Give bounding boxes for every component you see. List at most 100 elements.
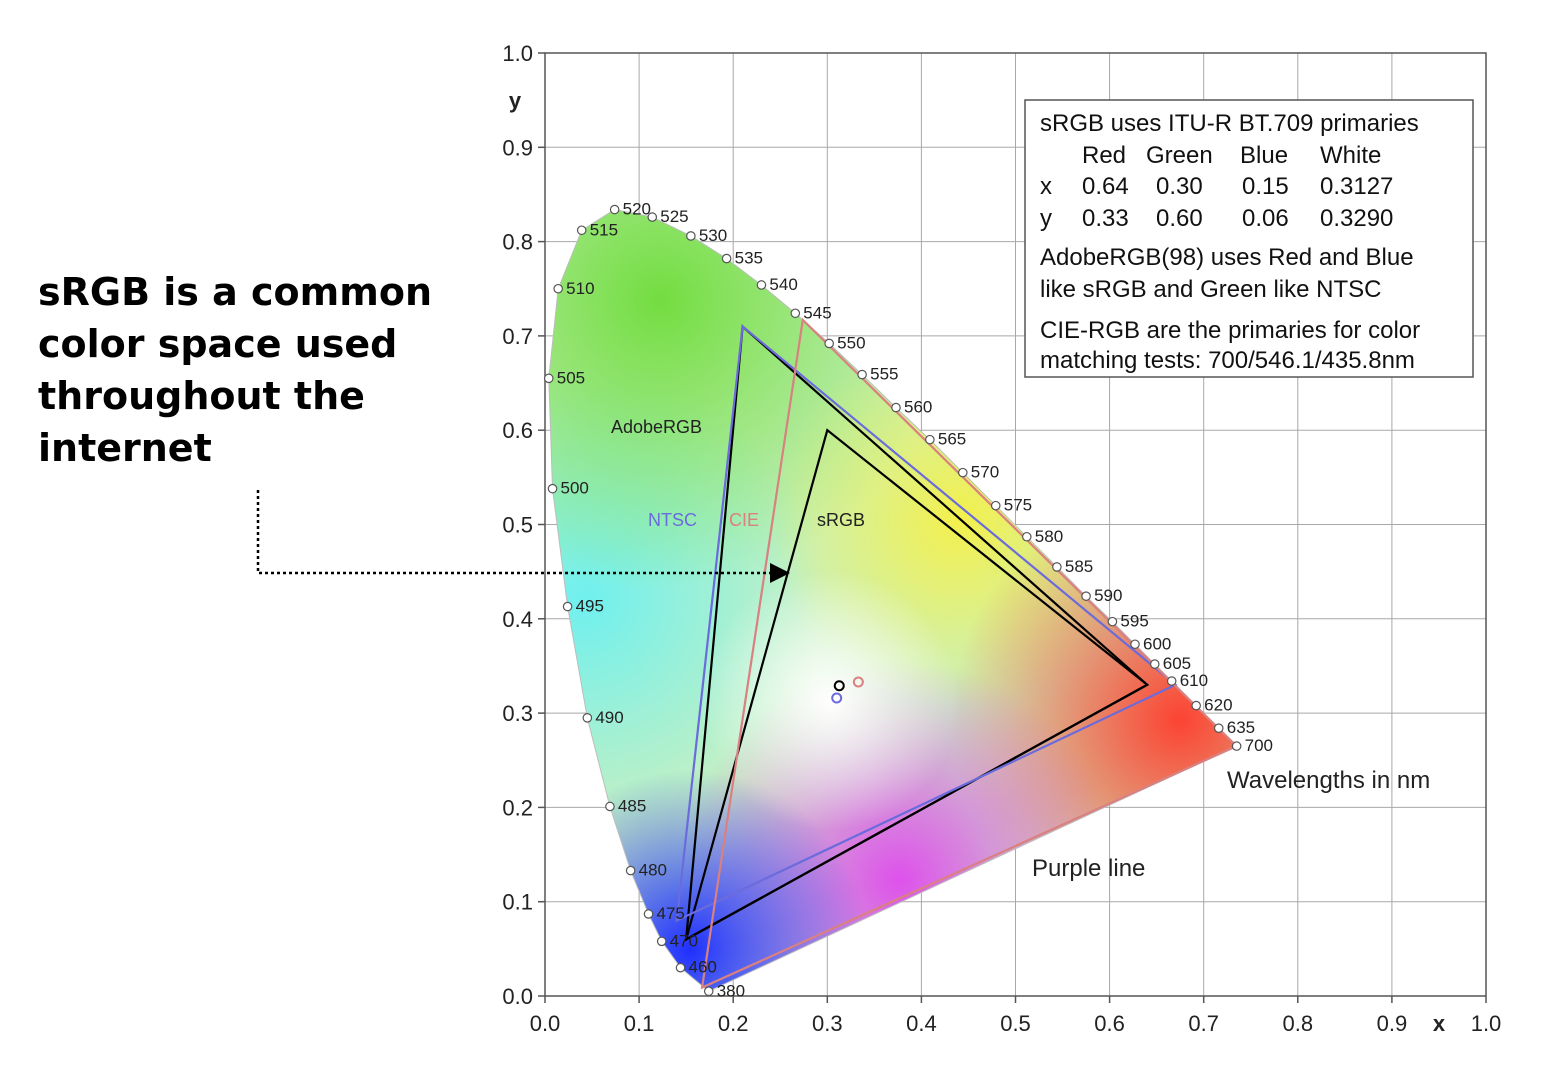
info-row-y-red: 0.33 xyxy=(1082,205,1129,232)
wavelength-marker xyxy=(721,253,732,264)
info-header-white: White xyxy=(1320,142,1381,169)
wavelength-label: 485 xyxy=(618,796,646,815)
annotation-line-1: sRGB is a common xyxy=(38,270,432,314)
wavelength-marker xyxy=(605,801,615,812)
info-header-blue: Blue xyxy=(1240,142,1288,169)
annotation-line-2: color space used xyxy=(38,322,398,366)
wavelength-marker xyxy=(756,280,767,290)
info-row-x-green: 0.30 xyxy=(1156,173,1203,200)
wavelength-label: 500 xyxy=(561,479,589,498)
info-cie-line-2: matching tests: 700/546.1/435.8nm xyxy=(1040,347,1415,374)
wavelength-marker xyxy=(703,986,714,997)
wavelength-marker xyxy=(824,338,834,349)
wavelength-label: 595 xyxy=(1120,612,1148,631)
wavelength-marker xyxy=(675,962,686,973)
info-header-green: Green xyxy=(1146,142,1213,169)
info-row-x-label: x xyxy=(1040,173,1052,200)
x-tick-label: 0.8 xyxy=(1283,1011,1314,1036)
y-tick-label: 0.6 xyxy=(502,418,533,443)
annotation-arrow xyxy=(256,490,790,583)
wavelength-label: 460 xyxy=(689,958,717,977)
srgb-annotation: sRGB is a common color space used throug… xyxy=(38,266,438,474)
wavelength-marker xyxy=(576,225,587,236)
y-tick-label: 0.0 xyxy=(502,984,533,1009)
wavelength-marker xyxy=(1021,531,1032,542)
wavelength-label: 585 xyxy=(1065,557,1093,576)
wavelength-marker xyxy=(857,369,867,380)
y-axis-label: y xyxy=(509,88,522,113)
wavelength-label: 610 xyxy=(1180,671,1208,690)
x-tick-label: 0.5 xyxy=(1000,1011,1031,1036)
wavelength-marker xyxy=(891,402,901,413)
wavelength-label: 600 xyxy=(1143,634,1171,653)
y-tick-label: 0.3 xyxy=(502,701,533,726)
x-tick-label: 0.1 xyxy=(624,1011,655,1036)
wavelength-label: 575 xyxy=(1004,496,1032,515)
wavelength-marker xyxy=(562,601,573,612)
gamut-cie xyxy=(700,317,1239,990)
axes: 0.00.00.10.10.20.20.30.30.40.40.50.50.60… xyxy=(502,41,1501,1036)
gamut-triangles xyxy=(675,317,1239,990)
y-tick-label: 0.7 xyxy=(502,324,533,349)
wavelength-label: 570 xyxy=(971,463,999,482)
wavelength-marker xyxy=(547,483,558,494)
y-tick-label: 0.5 xyxy=(502,513,533,538)
y-tick-label: 0.9 xyxy=(502,135,533,160)
blob-white xyxy=(700,570,960,830)
wavelength-label: 535 xyxy=(735,249,763,268)
wavelength-label: 550 xyxy=(837,333,865,352)
x-tick-label: 0.2 xyxy=(718,1011,749,1036)
wavelength-marker xyxy=(686,231,696,241)
wavelength-label: 380 xyxy=(717,981,745,1000)
wavelength-label: 540 xyxy=(769,275,797,294)
wavelength-marker xyxy=(553,283,563,294)
white-point-cie xyxy=(852,676,864,688)
wavelength-marker xyxy=(1052,562,1062,572)
wavelength-marker xyxy=(1149,659,1160,669)
wavelength-label: 620 xyxy=(1204,696,1232,715)
wavelength-marker xyxy=(1231,741,1242,751)
x-axis-label: x xyxy=(1433,1011,1446,1036)
wavelength-label: 525 xyxy=(660,207,688,226)
wavelength-marker xyxy=(990,500,1001,511)
x-tick-label: 0.3 xyxy=(812,1011,843,1036)
wavelength-marker xyxy=(609,204,620,215)
wavelength-marker xyxy=(543,373,554,384)
wavelength-marker xyxy=(1107,616,1118,627)
wavelength-label: 590 xyxy=(1094,586,1122,605)
info-adobe-line-2: like sRGB and Green like NTSC xyxy=(1040,276,1381,303)
wavelength-label: 520 xyxy=(623,200,651,219)
wavelength-label: 480 xyxy=(639,861,667,880)
info-row-x-white: 0.3127 xyxy=(1320,173,1393,200)
wavelength-marker xyxy=(790,308,801,319)
wavelength-marker xyxy=(582,713,593,723)
wavelength-label: 475 xyxy=(657,904,685,923)
x-tick-label: 0.4 xyxy=(906,1011,937,1036)
gamut-label-ntsc: NTSC xyxy=(648,510,697,530)
wavelength-marker xyxy=(656,936,667,947)
wavelength-label: 635 xyxy=(1227,718,1255,737)
info-adobe-line-1: AdobeRGB(98) uses Red and Blue xyxy=(1040,244,1414,271)
white-point-srgb xyxy=(833,680,845,692)
y-tick-label: 0.1 xyxy=(502,890,533,915)
white-point-ntsc xyxy=(831,692,843,704)
info-row-y-white: 0.3290 xyxy=(1320,205,1393,232)
info-cie-line-1: CIE-RGB are the primaries for color xyxy=(1040,317,1420,344)
wavelength-marker xyxy=(1130,639,1140,650)
wavelength-label: 565 xyxy=(938,430,966,449)
gamut-adobergb xyxy=(684,324,1150,942)
wavelength-label: 545 xyxy=(803,303,831,322)
y-tick-label: 1.0 xyxy=(502,41,533,66)
wavelength-label: 505 xyxy=(557,368,585,387)
wavelength-marker xyxy=(625,865,636,876)
wavelength-marker xyxy=(1166,676,1177,686)
wavelength-label: 510 xyxy=(566,279,594,298)
x-tick-label: 1.0 xyxy=(1471,1011,1502,1036)
wavelength-marker xyxy=(1213,723,1224,733)
x-tick-label: 0.9 xyxy=(1377,1011,1408,1036)
y-tick-label: 0.2 xyxy=(502,795,533,820)
gamut-label-srgb: sRGB xyxy=(817,510,865,530)
wavelength-label: 700 xyxy=(1245,736,1273,755)
